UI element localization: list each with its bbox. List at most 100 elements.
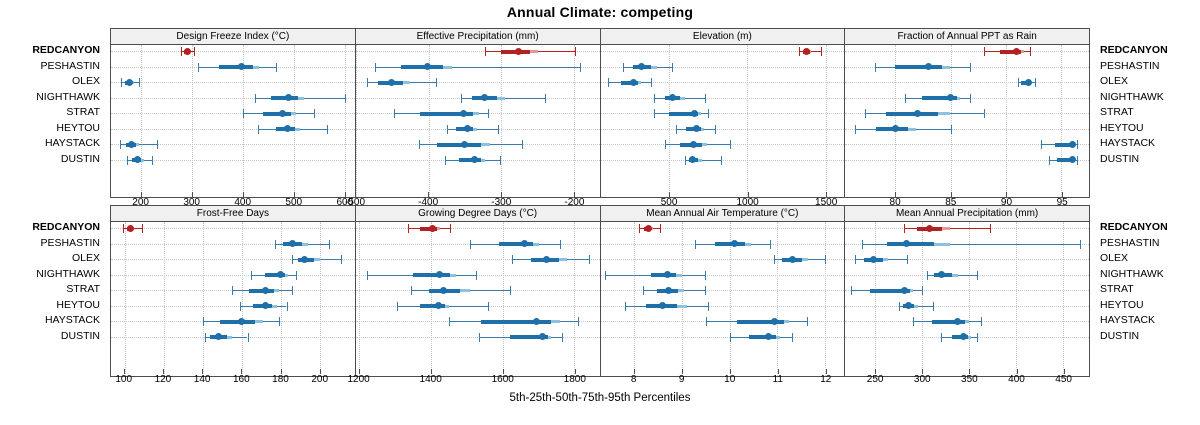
axis-tick-label: 120 xyxy=(154,374,172,385)
axis-tick-label: 11 xyxy=(772,374,783,385)
whisker-cap-low xyxy=(479,332,481,342)
interquartile-bar-upper xyxy=(929,226,943,231)
interval-peshastin xyxy=(601,62,845,73)
site-label-peshastin: PESHASTIN xyxy=(40,59,100,72)
median-marker xyxy=(463,125,471,132)
whisker-cap-low xyxy=(865,109,867,118)
whisker-cap-high xyxy=(278,317,280,326)
whisker-cap-high xyxy=(435,78,437,87)
interval-peshastin xyxy=(601,239,845,250)
median-marker xyxy=(279,109,287,117)
axis-strip-top: 200 300 400 500 600 -500 -400 -300 -200 500 1000 15… xyxy=(110,192,1090,214)
gridline-vertical xyxy=(502,222,504,376)
median-marker xyxy=(690,109,698,117)
gridline-vertical xyxy=(1061,45,1063,197)
median-marker xyxy=(288,240,296,247)
gridline-horizontal xyxy=(111,97,355,99)
whisker-cap-low xyxy=(251,270,253,280)
gridline-horizontal xyxy=(600,290,845,291)
median-marker xyxy=(133,156,141,163)
median-marker xyxy=(1068,140,1076,148)
median-marker xyxy=(1013,47,1021,55)
interquartile-bar xyxy=(253,304,266,308)
gridline-horizontal xyxy=(111,274,355,276)
panel-elevation-m: Elevation (m) xyxy=(599,28,845,198)
median-marker xyxy=(765,333,773,340)
gridline-vertical xyxy=(355,45,357,197)
median-marker xyxy=(277,271,285,278)
panel-growing-degree-days-c: Growing Degree Days (°C) xyxy=(354,205,600,377)
axis-tick xyxy=(293,192,295,197)
whisker-cap-low xyxy=(121,78,123,87)
median-marker xyxy=(461,140,469,148)
whisker-cap-low xyxy=(1041,140,1043,149)
site-label-dustin: DUSTIN xyxy=(60,329,100,342)
interval-olex xyxy=(845,254,1089,265)
site-label-peshastin: PESHASTIN xyxy=(1100,59,1160,72)
whisker-cap-low xyxy=(239,301,241,311)
median-marker xyxy=(538,333,546,340)
axis-tick-label: 200 xyxy=(132,197,149,208)
interval-strat xyxy=(356,285,600,296)
panel-title: Mean Annual Air Temperature (°C) xyxy=(600,206,845,222)
median-marker xyxy=(434,302,442,309)
interquartile-bar xyxy=(620,80,634,85)
interval-redcanyon xyxy=(845,46,1089,57)
whisker-cap-high xyxy=(449,224,451,233)
interquartile-bar-upper xyxy=(427,65,443,69)
median-marker xyxy=(1024,78,1032,86)
interquartile-bar xyxy=(509,335,543,339)
gridline-horizontal xyxy=(600,274,845,276)
interquartile-bar xyxy=(934,273,942,277)
axis-tick-label: 95 xyxy=(1056,197,1068,208)
axis-tick xyxy=(1063,369,1065,374)
median-marker xyxy=(924,63,932,70)
whisker-cap-high xyxy=(577,317,579,326)
whisker-cap-high xyxy=(933,301,935,311)
axis-tick-label: 100 xyxy=(115,374,133,385)
gridline-vertical xyxy=(922,222,924,376)
whisker-cap-low xyxy=(926,270,928,280)
whisker-cap-high xyxy=(976,332,978,342)
whisker-cap-low xyxy=(608,78,610,87)
plot-area xyxy=(111,222,355,376)
whisker-cap-low xyxy=(905,93,907,103)
whisker-cap-low xyxy=(638,224,640,233)
interquartile-bar-upper xyxy=(917,111,938,116)
median-marker xyxy=(459,109,467,117)
median-marker xyxy=(125,78,133,86)
whisker-cap-high xyxy=(1079,239,1081,249)
whisker-cap-low xyxy=(850,286,852,295)
axis-tick xyxy=(344,192,346,197)
interquartile-bar-upper xyxy=(792,257,803,262)
panel-mean-annual-air-temperature-c: Mean Annual Air Temperature (°C) xyxy=(599,205,845,377)
whisker-cap-high xyxy=(950,124,952,134)
gridline-vertical xyxy=(344,45,346,197)
whisker-cap-low xyxy=(419,140,421,149)
axis-tick xyxy=(922,369,924,374)
interquartile-bar xyxy=(1054,142,1073,147)
axis-tick xyxy=(895,192,897,197)
whisker-cap-low xyxy=(485,47,487,56)
interval-haystack xyxy=(845,139,1089,150)
whisker-cap-high xyxy=(314,109,316,118)
panel-title: Elevation (m) xyxy=(600,29,845,45)
interquartile-bar xyxy=(459,158,475,162)
interval-heytou xyxy=(601,124,845,135)
interval-haystack xyxy=(111,316,355,327)
interquartile-bar xyxy=(270,96,289,100)
gridline-horizontal xyxy=(845,259,1089,260)
interquartile-bar-upper xyxy=(288,96,299,100)
whisker-cap-low xyxy=(120,140,122,149)
figure-caption: 5th-25th-50th-75th-95th Percentiles xyxy=(509,392,691,404)
site-label-heytou: HEYTOU xyxy=(56,121,100,134)
median-marker xyxy=(644,224,652,232)
interval-strat xyxy=(111,108,355,119)
panel-fraction-of-annual-ppt-as-rain: Fraction of Annual PPT as Rain xyxy=(844,28,1090,198)
whisker-cap-low xyxy=(122,224,124,233)
whisker-cap-low xyxy=(904,224,906,233)
axis-tick-label: 160 xyxy=(232,374,250,385)
axis-tick xyxy=(502,369,504,374)
site-label-haystack: HAYSTACK xyxy=(1100,314,1156,326)
gridline-horizontal xyxy=(111,128,355,130)
